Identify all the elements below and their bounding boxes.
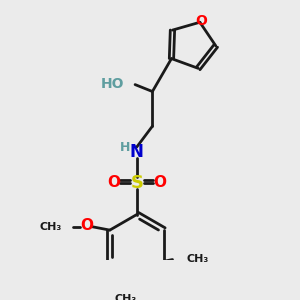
Text: CH₃: CH₃: [40, 222, 62, 232]
Text: O: O: [196, 14, 208, 28]
Text: O: O: [154, 175, 167, 190]
Text: N: N: [130, 143, 144, 161]
Text: H: H: [119, 141, 130, 154]
Text: HO: HO: [101, 77, 125, 91]
Text: CH₃: CH₃: [186, 254, 208, 264]
Text: CH₃: CH₃: [114, 294, 137, 300]
Text: O: O: [107, 175, 120, 190]
Text: S: S: [130, 174, 143, 192]
Text: O: O: [80, 218, 93, 233]
